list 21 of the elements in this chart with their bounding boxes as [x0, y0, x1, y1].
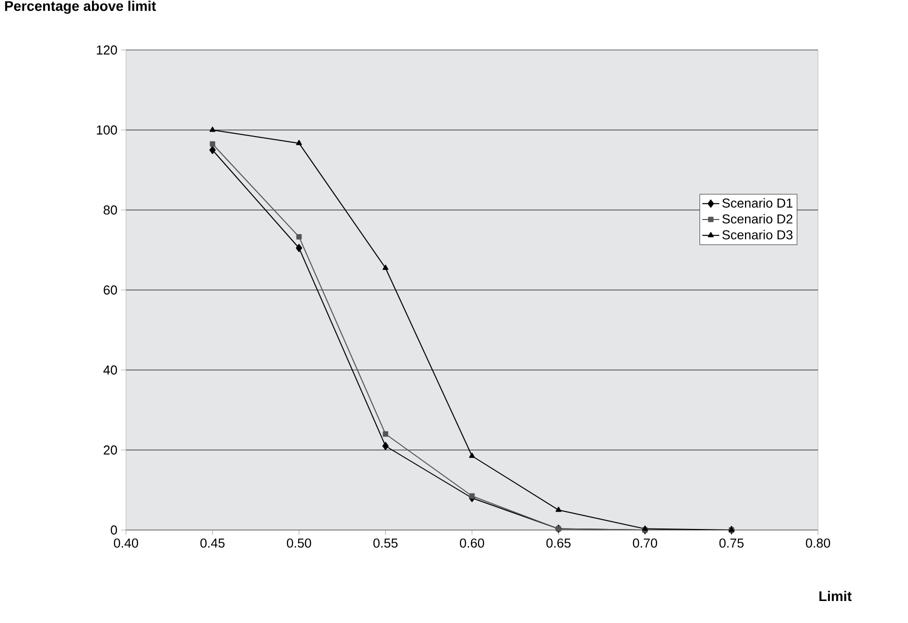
x-tick-label: 0.80 — [806, 538, 830, 548]
x-axis-title: Limit — [819, 590, 852, 602]
x-tick-label: 0.55 — [373, 538, 398, 548]
x-tick-label: 0.60 — [460, 538, 484, 548]
legend-label: Scenario D1 — [722, 198, 792, 208]
x-tick-label: 0.70 — [632, 538, 658, 548]
y-tick-label: 0 — [110, 525, 117, 535]
y-tick-label: 80 — [104, 205, 117, 215]
legend-label: Scenario D2 — [722, 214, 792, 224]
x-tick-label: 0.65 — [546, 538, 571, 548]
legend-label: Scenario D3 — [722, 230, 792, 240]
x-tick-label: 0.40 — [114, 538, 138, 548]
y-tick-label: 40 — [103, 365, 117, 375]
y-tick-label: 20 — [104, 445, 117, 455]
y-tick-label: 120 — [96, 45, 117, 55]
y-tick-label: 60 — [104, 285, 117, 295]
y-tick-label: 100 — [96, 125, 117, 135]
y-axis-title: Percentage above limit — [5, 0, 156, 14]
x-tick-label: 0.50 — [286, 538, 312, 548]
x-tick-label: 0.45 — [200, 538, 225, 548]
x-tick-label: 0.75 — [719, 538, 744, 548]
